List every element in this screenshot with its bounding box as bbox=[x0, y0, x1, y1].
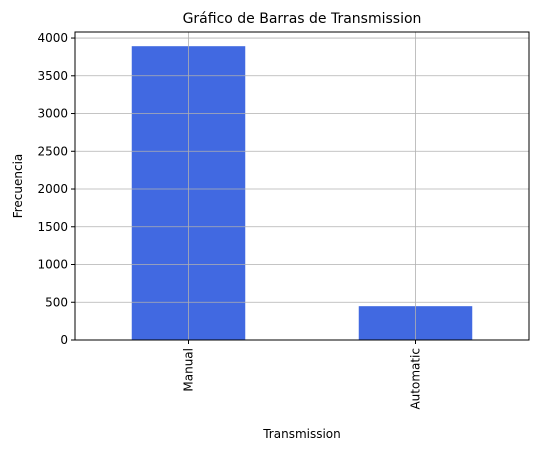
y-tick-label: 0 bbox=[60, 333, 68, 347]
grid-layer bbox=[75, 32, 529, 340]
x-tick-label-automatic: Automatic bbox=[409, 348, 423, 410]
x-tick-label-manual: Manual bbox=[182, 348, 196, 392]
bar-layer bbox=[131, 46, 473, 340]
y-tick-label: 2000 bbox=[37, 182, 68, 196]
plot-frame bbox=[74, 31, 530, 341]
y-tick-label: 500 bbox=[45, 295, 68, 309]
y-tick-label: 1000 bbox=[37, 258, 68, 272]
y-axis: 0 500 1000 1500 2000 2500 3000 3500 4000 bbox=[37, 31, 75, 347]
x-axis: Manual Automatic bbox=[182, 340, 423, 410]
y-tick-label: 2500 bbox=[37, 144, 68, 158]
y-tick-label: 3000 bbox=[37, 107, 68, 121]
y-axis-label: Frecuencia bbox=[11, 154, 25, 219]
y-tick-label: 3500 bbox=[37, 69, 68, 83]
y-tick-label: 1500 bbox=[37, 220, 68, 234]
y-tick-label: 4000 bbox=[37, 31, 68, 45]
chart-title: Gráfico de Barras de Transmission bbox=[183, 11, 422, 27]
x-axis-label: Transmission bbox=[262, 427, 341, 441]
